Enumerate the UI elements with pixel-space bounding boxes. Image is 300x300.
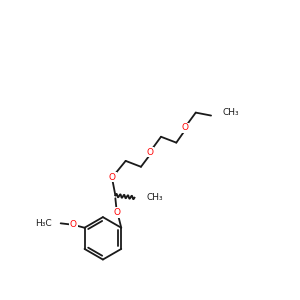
Text: CH₃: CH₃	[147, 193, 164, 202]
Text: H₃C: H₃C	[35, 219, 52, 228]
Text: O: O	[146, 148, 153, 157]
Text: CH₃: CH₃	[222, 108, 239, 117]
Text: O: O	[181, 123, 188, 132]
Text: O: O	[109, 172, 116, 182]
Text: O: O	[113, 208, 120, 217]
Text: O: O	[70, 220, 77, 229]
